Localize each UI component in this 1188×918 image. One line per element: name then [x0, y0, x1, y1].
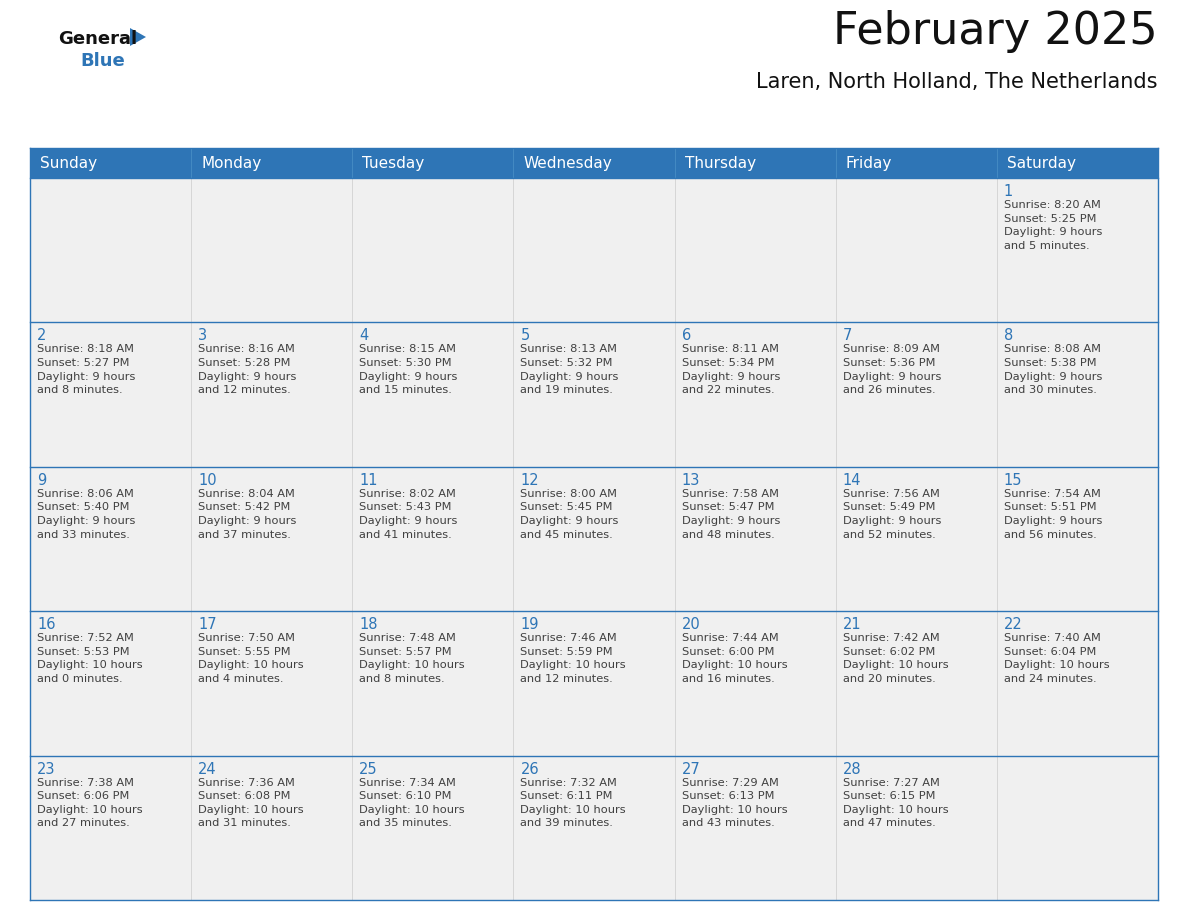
- Text: Sunrise: 7:29 AM
Sunset: 6:13 PM
Daylight: 10 hours
and 43 minutes.: Sunrise: 7:29 AM Sunset: 6:13 PM Dayligh…: [682, 778, 788, 828]
- Text: 27: 27: [682, 762, 700, 777]
- Text: Sunrise: 8:00 AM
Sunset: 5:45 PM
Daylight: 9 hours
and 45 minutes.: Sunrise: 8:00 AM Sunset: 5:45 PM Dayligh…: [520, 488, 619, 540]
- Text: Sunrise: 8:09 AM
Sunset: 5:36 PM
Daylight: 9 hours
and 26 minutes.: Sunrise: 8:09 AM Sunset: 5:36 PM Dayligh…: [842, 344, 941, 396]
- Text: Sunrise: 7:44 AM
Sunset: 6:00 PM
Daylight: 10 hours
and 16 minutes.: Sunrise: 7:44 AM Sunset: 6:00 PM Dayligh…: [682, 633, 788, 684]
- Text: Laren, North Holland, The Netherlands: Laren, North Holland, The Netherlands: [757, 72, 1158, 92]
- Text: Sunrise: 7:58 AM
Sunset: 5:47 PM
Daylight: 9 hours
and 48 minutes.: Sunrise: 7:58 AM Sunset: 5:47 PM Dayligh…: [682, 488, 781, 540]
- Text: Sunrise: 7:56 AM
Sunset: 5:49 PM
Daylight: 9 hours
and 52 minutes.: Sunrise: 7:56 AM Sunset: 5:49 PM Dayligh…: [842, 488, 941, 540]
- Bar: [30, 178, 1158, 322]
- Text: Sunrise: 8:04 AM
Sunset: 5:42 PM
Daylight: 9 hours
and 37 minutes.: Sunrise: 8:04 AM Sunset: 5:42 PM Dayligh…: [198, 488, 297, 540]
- Text: 5: 5: [520, 329, 530, 343]
- Bar: [30, 322, 1158, 466]
- Text: February 2025: February 2025: [833, 10, 1158, 53]
- Text: 14: 14: [842, 473, 861, 487]
- Bar: [30, 756, 1158, 900]
- Text: 12: 12: [520, 473, 539, 487]
- Text: 13: 13: [682, 473, 700, 487]
- Text: 17: 17: [198, 617, 216, 633]
- Text: Sunrise: 7:48 AM
Sunset: 5:57 PM
Daylight: 10 hours
and 8 minutes.: Sunrise: 7:48 AM Sunset: 5:57 PM Dayligh…: [359, 633, 465, 684]
- Text: Sunrise: 7:36 AM
Sunset: 6:08 PM
Daylight: 10 hours
and 31 minutes.: Sunrise: 7:36 AM Sunset: 6:08 PM Dayligh…: [198, 778, 304, 828]
- Text: Sunrise: 8:08 AM
Sunset: 5:38 PM
Daylight: 9 hours
and 30 minutes.: Sunrise: 8:08 AM Sunset: 5:38 PM Dayligh…: [1004, 344, 1102, 396]
- Text: Friday: Friday: [846, 155, 892, 171]
- Text: Sunrise: 8:11 AM
Sunset: 5:34 PM
Daylight: 9 hours
and 22 minutes.: Sunrise: 8:11 AM Sunset: 5:34 PM Dayligh…: [682, 344, 781, 396]
- Text: 16: 16: [37, 617, 56, 633]
- Text: 26: 26: [520, 762, 539, 777]
- Text: Sunrise: 8:13 AM
Sunset: 5:32 PM
Daylight: 9 hours
and 19 minutes.: Sunrise: 8:13 AM Sunset: 5:32 PM Dayligh…: [520, 344, 619, 396]
- Text: 2: 2: [37, 329, 46, 343]
- Text: Sunrise: 7:40 AM
Sunset: 6:04 PM
Daylight: 10 hours
and 24 minutes.: Sunrise: 7:40 AM Sunset: 6:04 PM Dayligh…: [1004, 633, 1110, 684]
- Text: Sunrise: 7:52 AM
Sunset: 5:53 PM
Daylight: 10 hours
and 0 minutes.: Sunrise: 7:52 AM Sunset: 5:53 PM Dayligh…: [37, 633, 143, 684]
- Text: Sunrise: 8:06 AM
Sunset: 5:40 PM
Daylight: 9 hours
and 33 minutes.: Sunrise: 8:06 AM Sunset: 5:40 PM Dayligh…: [37, 488, 135, 540]
- Text: Blue: Blue: [80, 52, 125, 70]
- Text: 15: 15: [1004, 473, 1023, 487]
- Bar: [30, 611, 1158, 756]
- Text: Sunrise: 7:42 AM
Sunset: 6:02 PM
Daylight: 10 hours
and 20 minutes.: Sunrise: 7:42 AM Sunset: 6:02 PM Dayligh…: [842, 633, 948, 684]
- Text: 18: 18: [359, 617, 378, 633]
- Text: Sunrise: 8:18 AM
Sunset: 5:27 PM
Daylight: 9 hours
and 8 minutes.: Sunrise: 8:18 AM Sunset: 5:27 PM Dayligh…: [37, 344, 135, 396]
- Text: 23: 23: [37, 762, 56, 777]
- Text: 11: 11: [359, 473, 378, 487]
- Text: 1: 1: [1004, 184, 1013, 199]
- Text: Sunrise: 7:32 AM
Sunset: 6:11 PM
Daylight: 10 hours
and 39 minutes.: Sunrise: 7:32 AM Sunset: 6:11 PM Dayligh…: [520, 778, 626, 828]
- Text: 24: 24: [198, 762, 216, 777]
- Text: 28: 28: [842, 762, 861, 777]
- Text: 21: 21: [842, 617, 861, 633]
- Text: 22: 22: [1004, 617, 1023, 633]
- Text: Sunrise: 8:15 AM
Sunset: 5:30 PM
Daylight: 9 hours
and 15 minutes.: Sunrise: 8:15 AM Sunset: 5:30 PM Dayligh…: [359, 344, 457, 396]
- Text: General: General: [58, 30, 137, 48]
- Text: Sunrise: 8:02 AM
Sunset: 5:43 PM
Daylight: 9 hours
and 41 minutes.: Sunrise: 8:02 AM Sunset: 5:43 PM Dayligh…: [359, 488, 457, 540]
- Text: Saturday: Saturday: [1007, 155, 1076, 171]
- Text: 6: 6: [682, 329, 690, 343]
- Text: Wednesday: Wednesday: [524, 155, 612, 171]
- Text: Sunrise: 8:20 AM
Sunset: 5:25 PM
Daylight: 9 hours
and 5 minutes.: Sunrise: 8:20 AM Sunset: 5:25 PM Dayligh…: [1004, 200, 1102, 251]
- Text: Sunrise: 7:34 AM
Sunset: 6:10 PM
Daylight: 10 hours
and 35 minutes.: Sunrise: 7:34 AM Sunset: 6:10 PM Dayligh…: [359, 778, 465, 828]
- Text: Sunrise: 7:50 AM
Sunset: 5:55 PM
Daylight: 10 hours
and 4 minutes.: Sunrise: 7:50 AM Sunset: 5:55 PM Dayligh…: [198, 633, 304, 684]
- Polygon shape: [129, 28, 146, 46]
- Bar: [30, 466, 1158, 611]
- Text: 8: 8: [1004, 329, 1013, 343]
- Text: Sunday: Sunday: [40, 155, 97, 171]
- Text: 25: 25: [359, 762, 378, 777]
- Text: 19: 19: [520, 617, 539, 633]
- Bar: [30, 148, 1158, 178]
- Text: Sunrise: 7:38 AM
Sunset: 6:06 PM
Daylight: 10 hours
and 27 minutes.: Sunrise: 7:38 AM Sunset: 6:06 PM Dayligh…: [37, 778, 143, 828]
- Text: 3: 3: [198, 329, 207, 343]
- Text: 4: 4: [359, 329, 368, 343]
- Text: 9: 9: [37, 473, 46, 487]
- Text: 7: 7: [842, 329, 852, 343]
- Text: 10: 10: [198, 473, 216, 487]
- Text: Sunrise: 7:46 AM
Sunset: 5:59 PM
Daylight: 10 hours
and 12 minutes.: Sunrise: 7:46 AM Sunset: 5:59 PM Dayligh…: [520, 633, 626, 684]
- Text: Tuesday: Tuesday: [362, 155, 424, 171]
- Text: Sunrise: 7:54 AM
Sunset: 5:51 PM
Daylight: 9 hours
and 56 minutes.: Sunrise: 7:54 AM Sunset: 5:51 PM Dayligh…: [1004, 488, 1102, 540]
- Text: Sunrise: 7:27 AM
Sunset: 6:15 PM
Daylight: 10 hours
and 47 minutes.: Sunrise: 7:27 AM Sunset: 6:15 PM Dayligh…: [842, 778, 948, 828]
- Text: Thursday: Thursday: [684, 155, 756, 171]
- Text: Sunrise: 8:16 AM
Sunset: 5:28 PM
Daylight: 9 hours
and 12 minutes.: Sunrise: 8:16 AM Sunset: 5:28 PM Dayligh…: [198, 344, 297, 396]
- Text: 20: 20: [682, 617, 700, 633]
- Text: Monday: Monday: [201, 155, 261, 171]
